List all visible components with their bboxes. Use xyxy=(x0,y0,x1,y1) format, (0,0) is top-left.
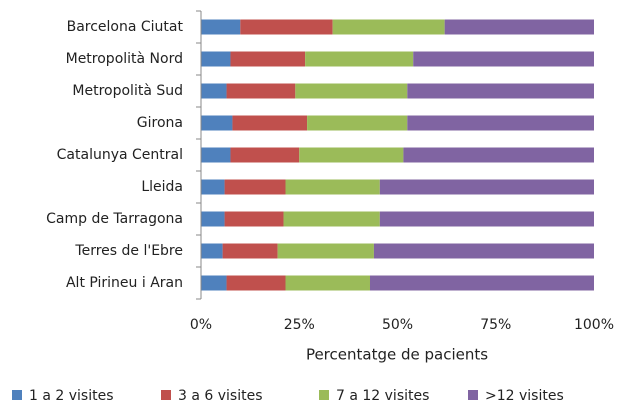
bar-segment xyxy=(373,243,594,259)
bar-segment xyxy=(307,115,408,131)
y-tick-label: Barcelona Ciutat xyxy=(67,19,184,35)
x-tick-label: 100% xyxy=(574,317,614,333)
bar-segment xyxy=(201,147,231,163)
bar-segment xyxy=(285,275,370,291)
bar-segment xyxy=(201,51,231,67)
legend-swatch xyxy=(12,390,22,400)
x-axis-title: Percentatge de pacients xyxy=(306,346,488,364)
bar-segment xyxy=(224,211,284,227)
y-tick-label: Girona xyxy=(137,115,183,131)
y-tick-label: Metropolità Nord xyxy=(66,51,183,67)
legend-label: 7 a 12 visites xyxy=(336,388,429,404)
bar-segment xyxy=(379,211,594,227)
bar-segment xyxy=(295,83,408,99)
bar-segment xyxy=(332,19,445,35)
bar-segment xyxy=(283,211,380,227)
x-tick-label: 50% xyxy=(382,317,413,333)
bar-segment xyxy=(201,179,225,195)
bar-segment xyxy=(232,115,308,131)
bar-segment xyxy=(413,51,594,67)
y-tick-label: Catalunya Central xyxy=(57,147,183,163)
bar-segment xyxy=(299,147,404,163)
legend-swatch xyxy=(468,390,478,400)
bar-segment xyxy=(201,211,225,227)
bar-segment xyxy=(403,147,594,163)
bar-segment xyxy=(201,275,227,291)
bar-segment xyxy=(240,19,333,35)
bar-segment xyxy=(277,243,374,259)
bar-segment xyxy=(222,243,278,259)
legend-swatch xyxy=(319,390,329,400)
y-tick-label: Lleida xyxy=(141,179,183,195)
bar-segment xyxy=(230,51,306,67)
bar-segment xyxy=(379,179,594,195)
legend-label: 3 a 6 visites xyxy=(178,388,263,404)
bar-segment xyxy=(444,19,594,35)
y-tick-label: Metropolità Sud xyxy=(72,83,183,99)
bar-segment xyxy=(201,83,227,99)
x-tick-label: 75% xyxy=(480,317,511,333)
legend-label: >12 visites xyxy=(485,388,564,404)
y-tick-label: Camp de Tarragona xyxy=(46,211,183,227)
x-tick-label: 25% xyxy=(284,317,315,333)
bar-segment xyxy=(230,147,300,163)
legend-label: 1 a 2 visites xyxy=(29,388,114,404)
bar-segment xyxy=(305,51,414,67)
bar-segment xyxy=(226,83,296,99)
bar-segment xyxy=(226,275,286,291)
bar-segment xyxy=(201,115,233,131)
y-tick-label: Alt Pirineu i Aran xyxy=(66,275,183,291)
bar-segment xyxy=(201,19,241,35)
bar-segment xyxy=(407,83,594,99)
x-tick-label: 0% xyxy=(190,317,212,333)
bar-segment xyxy=(285,179,380,195)
bar-segment xyxy=(369,275,594,291)
bar-segment xyxy=(224,179,286,195)
legend-swatch xyxy=(161,390,171,400)
bar-segment xyxy=(407,115,594,131)
bar-segment xyxy=(201,243,223,259)
y-tick-label: Terres de l'Ebre xyxy=(74,243,183,259)
